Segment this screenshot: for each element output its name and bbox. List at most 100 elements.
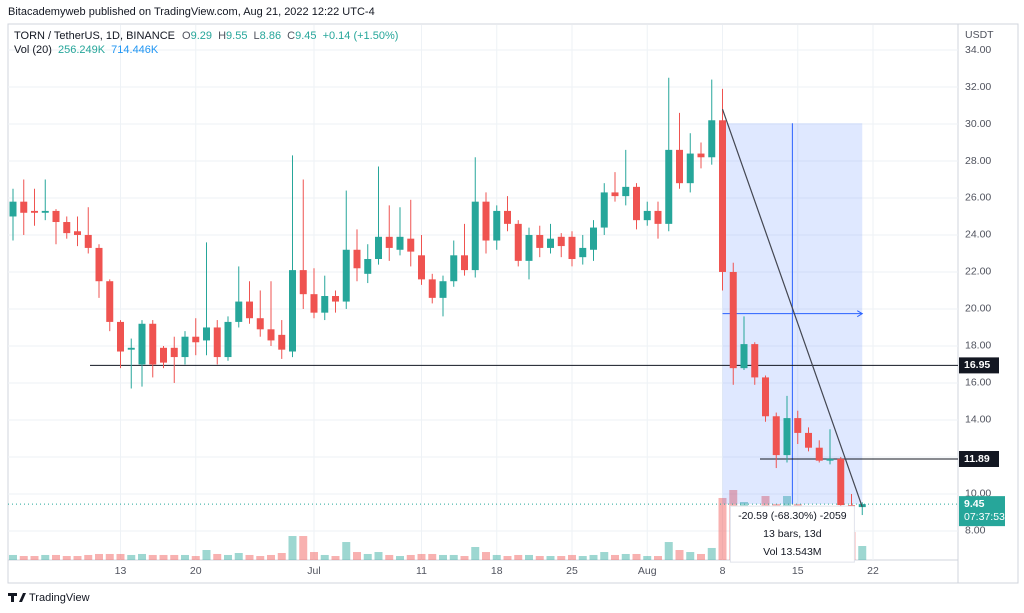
volume-bar xyxy=(170,554,179,560)
candle-body xyxy=(364,259,372,274)
candle-body xyxy=(439,281,447,298)
y-tick-label: 34.00 xyxy=(965,44,991,56)
overlay-layer: 16.95 11.89 -20.59 (-68.30%) -2059 13 bars,… xyxy=(721,108,1005,563)
logo-icon xyxy=(8,593,26,602)
candle-body xyxy=(622,186,630,197)
y-tick-label: 28.00 xyxy=(965,155,991,167)
y-tick-label: 8.00 xyxy=(965,525,986,537)
volume-bar xyxy=(331,556,340,560)
candle-body xyxy=(41,210,49,213)
candle-body xyxy=(751,344,759,378)
volume-bar xyxy=(19,556,28,560)
y-tick-label: 16.00 xyxy=(965,377,991,389)
volume-bar xyxy=(342,542,351,560)
high-value: 9.55 xyxy=(226,30,247,42)
candle-body xyxy=(482,201,490,241)
low-value: 8.86 xyxy=(260,30,281,42)
volume-bar xyxy=(138,553,146,560)
volume-ma-value: 714.446K xyxy=(111,44,159,56)
volume-value: 256.249K xyxy=(58,44,106,56)
measure-label: Vol 13.543M xyxy=(763,546,821,558)
volume-bar xyxy=(288,536,297,560)
candle-body xyxy=(385,236,393,248)
candle-body xyxy=(138,323,146,365)
volume-bar xyxy=(105,553,114,560)
y-tick-label: 18.00 xyxy=(965,340,991,352)
x-tick-label: 8 xyxy=(720,565,726,577)
volume-bar xyxy=(471,546,480,560)
volume-bar xyxy=(41,554,50,560)
candle-body xyxy=(525,234,533,261)
volume-bar xyxy=(557,556,566,560)
candle-body xyxy=(267,329,275,341)
volume-bar xyxy=(621,553,630,560)
candle-body xyxy=(611,192,619,197)
candle-body xyxy=(310,294,318,313)
volume-bar xyxy=(546,556,555,560)
y-tick-label: 32.00 xyxy=(965,81,991,93)
candle-body xyxy=(590,227,597,250)
volume-bar xyxy=(224,554,232,560)
price-tag-label: 11.89 xyxy=(964,453,990,465)
candle-body xyxy=(246,301,253,319)
volume-bar xyxy=(73,556,82,560)
candle-body xyxy=(697,153,705,158)
candle-body xyxy=(504,210,511,224)
high-label: H xyxy=(218,30,226,42)
candle-body xyxy=(418,255,425,280)
candle-body xyxy=(708,120,716,158)
x-tick-label: 25 xyxy=(566,565,578,577)
x-tick-label: 11 xyxy=(416,565,427,577)
candle-body xyxy=(772,416,780,456)
volume-bar xyxy=(363,553,372,560)
close-label: C xyxy=(287,30,295,42)
candle-body xyxy=(407,238,415,252)
candle-body xyxy=(321,296,329,313)
candle-body xyxy=(74,231,81,235)
volume-bar xyxy=(664,542,673,560)
price-tag xyxy=(959,357,999,374)
x-tick-label: Aug xyxy=(638,565,657,577)
candle-body xyxy=(256,318,264,330)
y-tick-label: 20.00 xyxy=(965,303,991,315)
candle-body xyxy=(149,323,157,365)
volume-bar xyxy=(148,554,157,560)
volume-bar xyxy=(353,552,361,560)
candle-body xyxy=(428,279,436,298)
candle-body xyxy=(52,210,60,223)
open-label: O xyxy=(182,30,191,42)
volume-bar xyxy=(643,556,652,560)
candle-body xyxy=(84,234,92,248)
volume-bar xyxy=(406,554,415,560)
measure-label: -20.59 (-68.30%) -2059 xyxy=(738,510,847,522)
candle-body xyxy=(332,296,339,302)
volume-bar xyxy=(181,554,189,560)
volume-bar xyxy=(116,553,125,560)
x-tick-label: 18 xyxy=(491,565,503,577)
volume-bar xyxy=(9,554,17,560)
volume-bar xyxy=(245,554,254,560)
volume-bar xyxy=(492,554,501,560)
candle-body xyxy=(9,201,17,217)
candle-body xyxy=(579,247,587,258)
volume-bar xyxy=(686,552,695,560)
volume-bar xyxy=(267,554,275,560)
candle-body xyxy=(342,249,350,302)
candle-body xyxy=(278,334,286,350)
candle-body xyxy=(815,447,823,461)
candle-body xyxy=(719,120,726,272)
volume-bar xyxy=(95,553,103,560)
candle-body xyxy=(493,210,501,241)
logo-text: TradingView xyxy=(29,592,90,604)
volume-bar xyxy=(320,554,329,560)
volume-bar xyxy=(374,552,383,560)
volume-bar xyxy=(127,554,136,560)
candle-body xyxy=(224,321,232,358)
currency-label: USDT xyxy=(965,29,994,41)
candle-body xyxy=(20,201,28,213)
price-tag-label: 16.95 xyxy=(964,359,990,371)
candle-body xyxy=(461,255,468,271)
candle-body xyxy=(63,222,71,234)
candle-body xyxy=(127,347,135,350)
